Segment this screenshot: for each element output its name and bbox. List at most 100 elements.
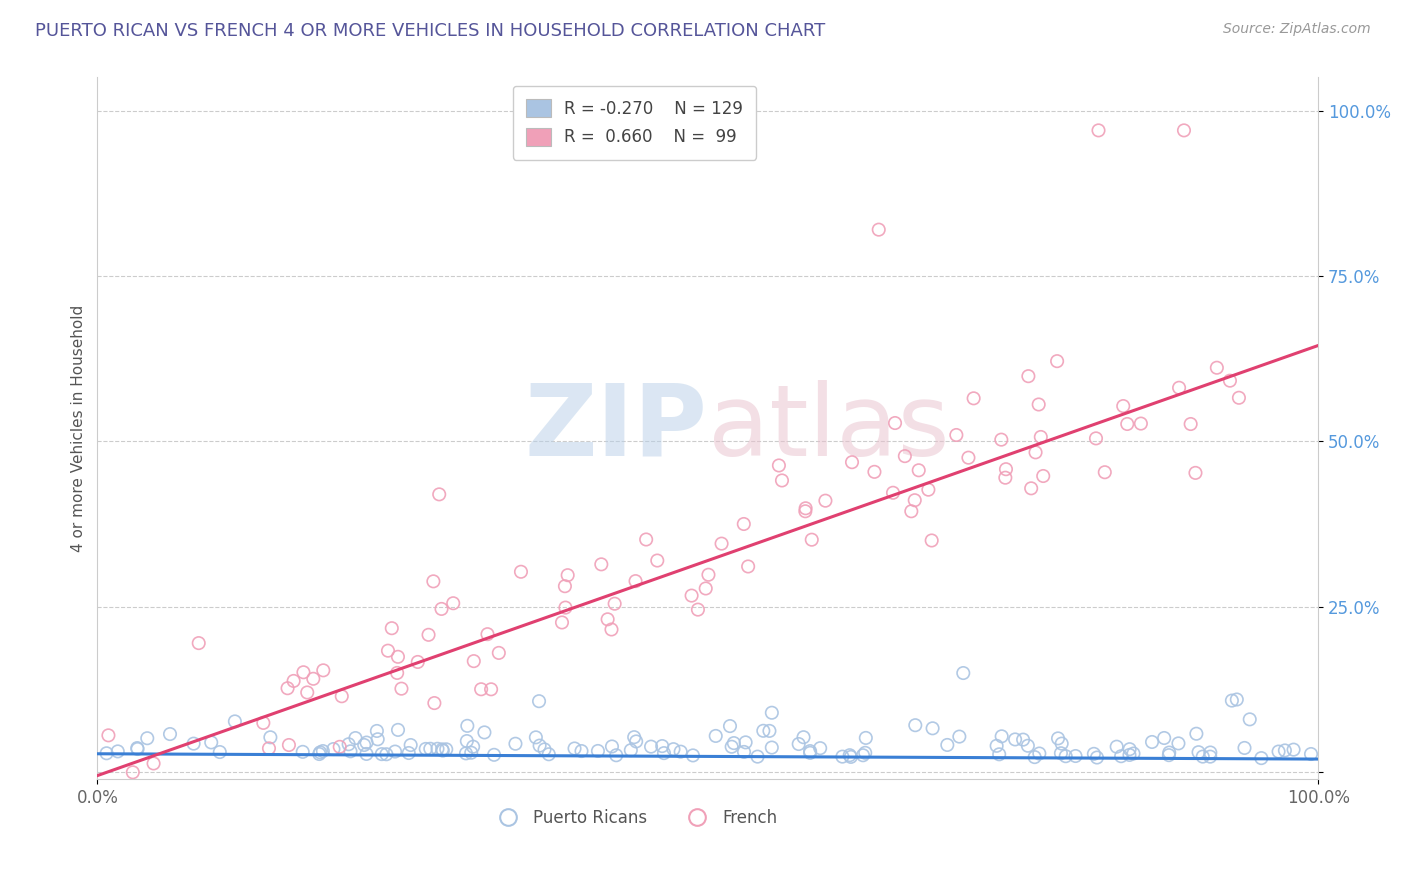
Point [1032, 469, 1054, 483]
Point [470, 682, 492, 697]
Point [1112, 399, 1135, 413]
Point [1028, 397, 1050, 411]
Point [1282, 742, 1305, 756]
Point [1029, 430, 1052, 444]
Point [600, 623, 623, 637]
Point [733, 745, 755, 759]
Point [415, 742, 437, 756]
Point [1004, 732, 1026, 747]
Point [356, 747, 378, 761]
Point [1299, 747, 1322, 761]
Point [1083, 747, 1105, 761]
Point [710, 536, 733, 550]
Point [1173, 123, 1195, 137]
Point [398, 746, 420, 760]
Point [640, 739, 662, 754]
Point [1199, 749, 1222, 764]
Point [482, 747, 505, 762]
Point [1187, 745, 1209, 759]
Point [302, 672, 325, 686]
Point [868, 222, 890, 236]
Point [852, 748, 875, 763]
Point [127, 742, 149, 756]
Point [758, 723, 780, 738]
Point [794, 504, 817, 518]
Point [884, 416, 907, 430]
Point [761, 706, 783, 720]
Point [384, 745, 406, 759]
Point [1167, 736, 1189, 750]
Point [792, 730, 814, 744]
Point [183, 737, 205, 751]
Point [768, 458, 790, 473]
Point [1205, 360, 1227, 375]
Legend: Puerto Ricans, French: Puerto Ricans, French [485, 803, 785, 834]
Point [841, 455, 863, 469]
Point [1159, 746, 1181, 760]
Point [952, 666, 974, 681]
Point [733, 516, 755, 531]
Point [463, 654, 485, 668]
Point [1239, 712, 1261, 726]
Point [399, 738, 422, 752]
Point [761, 740, 783, 755]
Point [259, 731, 281, 745]
Y-axis label: 4 or more Vehicles in Household: 4 or more Vehicles in Household [72, 304, 86, 552]
Point [96, 746, 118, 760]
Point [1050, 737, 1073, 751]
Point [121, 765, 143, 780]
Point [1219, 374, 1241, 388]
Point [312, 664, 335, 678]
Point [385, 665, 408, 680]
Point [142, 756, 165, 771]
Point [990, 433, 1012, 447]
Point [624, 734, 647, 748]
Point [554, 579, 576, 593]
Point [636, 533, 658, 547]
Point [720, 739, 742, 754]
Point [620, 743, 643, 757]
Point [127, 741, 149, 756]
Point [277, 738, 299, 752]
Point [1233, 741, 1256, 756]
Point [624, 574, 647, 588]
Point [1047, 731, 1070, 746]
Point [1118, 742, 1140, 756]
Point [488, 646, 510, 660]
Point [799, 744, 821, 758]
Point [600, 739, 623, 754]
Point [986, 739, 1008, 753]
Point [159, 727, 181, 741]
Point [988, 747, 1011, 762]
Point [460, 746, 482, 760]
Point [537, 747, 560, 762]
Point [904, 493, 927, 508]
Point [1085, 431, 1108, 445]
Point [564, 741, 586, 756]
Point [529, 739, 551, 753]
Point [1012, 732, 1035, 747]
Point [283, 673, 305, 688]
Point [1191, 749, 1213, 764]
Point [1140, 735, 1163, 749]
Point [1180, 417, 1202, 431]
Point [463, 739, 485, 754]
Point [479, 682, 502, 697]
Point [662, 742, 685, 756]
Point [1094, 465, 1116, 479]
Point [808, 741, 831, 756]
Point [1105, 739, 1128, 754]
Point [510, 565, 533, 579]
Point [406, 655, 429, 669]
Point [252, 715, 274, 730]
Point [1129, 417, 1152, 431]
Point [1274, 743, 1296, 757]
Point [309, 745, 332, 759]
Text: atlas: atlas [707, 380, 949, 476]
Point [839, 750, 862, 764]
Point [799, 746, 821, 760]
Point [432, 742, 454, 756]
Point [1168, 381, 1191, 395]
Point [917, 483, 939, 497]
Point [948, 730, 970, 744]
